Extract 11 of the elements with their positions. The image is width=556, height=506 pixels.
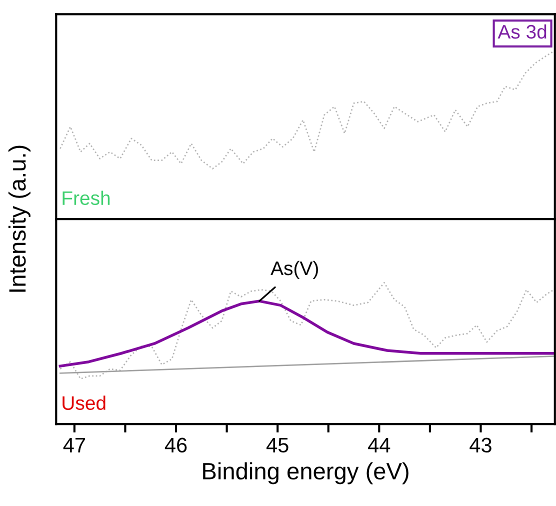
x-axis-title: Binding energy (eV) <box>203 462 408 484</box>
annotation: Fresh <box>62 190 110 206</box>
x-tick-label: 47 <box>63 438 85 452</box>
annotation: Used <box>62 396 106 410</box>
text: As 3d <box>498 24 546 39</box>
x-tick-label: 46 <box>164 438 187 453</box>
x-tick-label: 43 <box>470 438 492 453</box>
x-tick-label: 45 <box>266 438 288 453</box>
annotation: As(V) <box>270 260 318 280</box>
x-tick-label: 44 <box>368 438 390 452</box>
y-axis-title: Intensity (a.u.) <box>8 146 30 292</box>
